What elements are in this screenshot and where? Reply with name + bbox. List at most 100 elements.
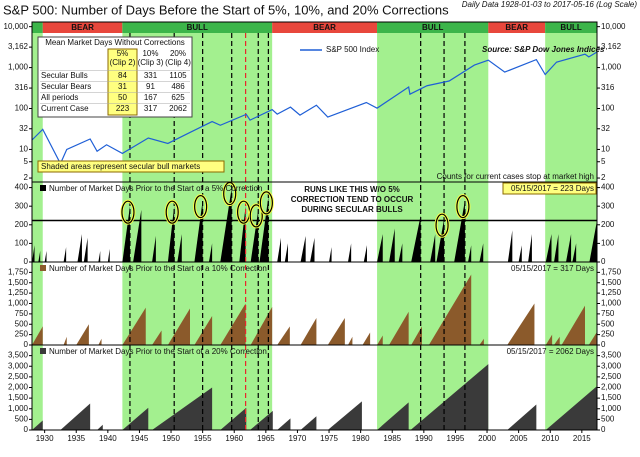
spike	[507, 230, 513, 262]
x-tick-label: 2000	[478, 434, 496, 443]
y-tick-label: 2	[601, 173, 606, 182]
regime-label: BEAR	[71, 23, 94, 32]
spike	[589, 220, 597, 262]
table-title: Mean Market Days Without Corrections	[45, 38, 185, 47]
spike	[310, 237, 315, 262]
x-tick-label: 1935	[67, 434, 85, 443]
y-tick-label: 1,000	[601, 404, 622, 413]
y-tick-label: 0	[24, 340, 29, 349]
spike	[300, 416, 317, 430]
table-header: 5%	[117, 49, 129, 58]
highlight-ring	[165, 200, 179, 224]
spike	[479, 338, 484, 345]
table-header: (Clip 2)	[110, 58, 136, 67]
y-tick-label: 200	[601, 220, 615, 229]
index-line	[31, 51, 598, 166]
spike	[60, 403, 91, 430]
value-label: 05/15/2017 = 223 Days	[511, 184, 594, 193]
spike	[152, 235, 156, 262]
table-cell: 625	[171, 93, 185, 102]
y-tick-label: 400	[601, 183, 615, 192]
spike	[300, 235, 306, 262]
note-box	[37, 160, 225, 173]
spike	[411, 326, 422, 345]
y-tick-label: 3,162	[8, 42, 29, 51]
spike	[518, 245, 522, 262]
y-tick-label: 3,000	[601, 361, 622, 370]
y-tick-label: 10,000	[601, 22, 626, 31]
y-tick-label: 300	[601, 201, 615, 210]
value-label: 05/15/2017 = 317 Days	[511, 264, 594, 273]
spike	[430, 234, 436, 262]
spike	[411, 215, 421, 262]
highlight-ring	[456, 195, 470, 219]
spike	[545, 334, 553, 345]
regime-label: BULL	[560, 23, 581, 32]
regime-header	[545, 22, 597, 33]
spike	[277, 326, 290, 345]
spike	[362, 332, 371, 345]
y-tick-label: 3,000	[8, 361, 29, 370]
spike	[220, 303, 246, 345]
spike	[122, 407, 149, 430]
spike	[398, 243, 403, 262]
panel-title: Number of Market Days Prior to the Start…	[49, 347, 267, 356]
spike	[554, 336, 560, 345]
x-tick-label: 1950	[162, 434, 180, 443]
y-tick-label: 500	[601, 319, 615, 328]
spike	[63, 247, 67, 262]
spike	[250, 209, 259, 262]
spike	[38, 250, 41, 262]
spike	[300, 318, 317, 345]
table-cell: 331	[144, 71, 158, 80]
y-tick-label: 5	[601, 157, 606, 166]
spike	[194, 200, 203, 262]
y-tick-label: 1,250	[8, 288, 29, 297]
y-tick-label: 300	[15, 201, 29, 210]
table-cell: 486	[171, 82, 185, 91]
spike	[347, 336, 353, 345]
spike	[194, 315, 213, 345]
spike	[377, 402, 409, 430]
highlight-ring	[223, 181, 237, 206]
spike	[436, 219, 445, 262]
spike	[588, 331, 597, 345]
table-cell: 223	[116, 104, 130, 113]
y-tick-label: 10	[601, 145, 610, 154]
spike	[572, 243, 577, 262]
y-tick-label: 316	[601, 83, 615, 92]
y-tick-label: 0	[24, 257, 29, 266]
y-tick-label: 32	[601, 124, 610, 133]
highlight-ring	[249, 204, 263, 228]
y-tick-label: 2,500	[8, 372, 29, 381]
y-tick-label: 1,500	[8, 393, 29, 402]
panel-swatch	[40, 185, 46, 191]
table-cell: 84	[118, 71, 127, 80]
x-tick-label: 1930	[36, 434, 54, 443]
bull-shade	[32, 22, 43, 430]
y-tick-label: 0	[601, 425, 606, 434]
y-tick-label: 100	[601, 239, 615, 248]
regime-header	[272, 22, 378, 33]
spike	[63, 336, 67, 345]
x-tick-label: 1980	[352, 434, 370, 443]
spike	[389, 228, 395, 262]
spike	[410, 364, 489, 430]
spike	[133, 209, 142, 262]
highlight-ring	[259, 191, 273, 215]
table-cell: 2062	[169, 104, 187, 113]
counts-note: Counts for current cases stop at market …	[437, 172, 594, 181]
spike	[83, 237, 88, 262]
spike	[454, 200, 465, 262]
spike	[479, 243, 484, 262]
y-tick-label: 0	[601, 340, 606, 349]
spike	[122, 206, 130, 262]
spike	[98, 338, 102, 345]
spike	[250, 410, 273, 430]
spike	[428, 274, 472, 345]
spike	[32, 245, 35, 262]
regime-label: BULL	[187, 23, 208, 32]
spike	[250, 306, 273, 345]
regime-header	[32, 22, 43, 33]
